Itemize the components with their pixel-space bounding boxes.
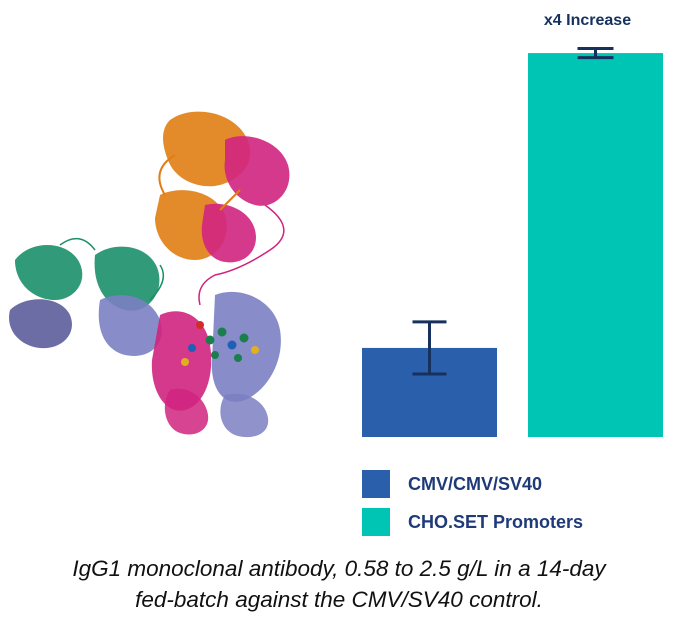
legend-label-choset: CHO.SET Promoters: [408, 511, 584, 532]
caption-line-1: IgG1 monoclonal antibody, 0.58 to 2.5 g/…: [72, 556, 606, 581]
bar-chart: x4 Increase: [362, 12, 663, 437]
increase-annotation: x4 Increase: [544, 12, 631, 29]
legend-item-cmv: CMV/CMV/SV40: [362, 470, 542, 498]
error-bar-choset: [577, 46, 614, 60]
caption-line-2: fed-batch against the CMV/SV40 control.: [135, 587, 543, 612]
figure-caption: IgG1 monoclonal antibody, 0.58 to 2.5 g/…: [0, 553, 678, 615]
legend-swatch-choset: [362, 508, 390, 536]
legend-swatch-cmv: [362, 470, 390, 498]
error-bar-cmv: [412, 320, 447, 376]
legend-label-cmv: CMV/CMV/SV40: [408, 473, 543, 494]
bar-choset: [528, 53, 663, 437]
antibody-structure-illustration: [9, 111, 290, 438]
legend-item-choset: CHO.SET Promoters: [362, 508, 583, 536]
